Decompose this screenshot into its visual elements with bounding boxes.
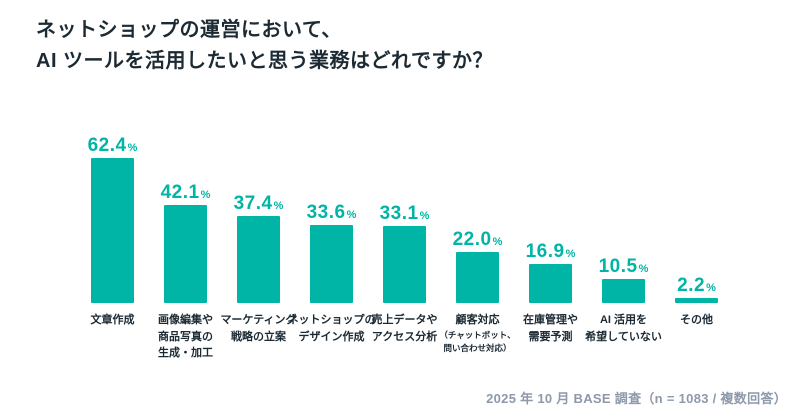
bar-value-label: 33.6% [307, 203, 357, 222]
bar [90, 158, 134, 303]
percent-sign: % [273, 200, 284, 212]
category-label-line: 希望していない [585, 330, 662, 343]
percent-sign: % [346, 209, 357, 221]
chart-title: ネットショップの運営において、 AI ツールを活用したいと思う業務はどれですか？ [36, 15, 493, 77]
bar-column: 10.5% AI 活用を希望していない [585, 131, 662, 362]
chart-title-line2: AI ツールを活用したいと思う業務はどれですか？ [36, 50, 493, 72]
category-label-line: 売上データや [371, 314, 438, 326]
category-label: 文章作成 [91, 312, 135, 329]
category-label-line: 在庫管理や [523, 314, 578, 326]
bar-column: 33.1% 売上データや アクセス分析 [368, 131, 441, 362]
category-label-line: マーケティング [220, 314, 297, 326]
category-label: 在庫管理や 需要予測 [523, 312, 578, 345]
bar-area: 42.1% [161, 131, 211, 303]
bar-value-label: 16.9% [526, 242, 576, 261]
percent-sign: % [200, 189, 211, 201]
bar [382, 226, 426, 303]
percent-sign: % [492, 236, 503, 248]
category-label-line: 商品写真の [158, 330, 213, 343]
bar [236, 216, 280, 303]
bar-column: 22.0% 顧客対応 （チャットボット、 問い合わせ対応） [439, 131, 515, 362]
bar-value: 33.1 [379, 203, 419, 224]
percent-sign: % [638, 263, 649, 275]
bar-value: 16.9 [525, 241, 565, 262]
bar-value: 22.0 [452, 229, 492, 250]
bar-column: 33.6% ネットショップの デザイン作成 [288, 131, 376, 362]
bar-value-label: 62.4% [88, 136, 138, 155]
percent-sign: % [706, 282, 716, 294]
percent-sign: % [127, 142, 138, 154]
bar-value-label: 33.1% [380, 204, 430, 223]
bar-value-label: 2.2% [677, 276, 716, 295]
bar [455, 252, 499, 303]
category-label-line: 生成・加工 [158, 347, 213, 359]
category-note-line: （チャットボット、 [439, 329, 516, 340]
percent-sign: % [565, 248, 576, 260]
category-label: マーケティング 戦略の立案 [220, 312, 296, 345]
bar-value: 37.4 [233, 193, 273, 214]
bar-value-label: 10.5% [599, 257, 649, 276]
category-label-line: その他 [680, 314, 713, 326]
bar [309, 225, 353, 303]
category-label: その他 [680, 312, 713, 329]
category-label-line: 画像編集や [158, 314, 213, 326]
bar-value: 62.4 [87, 135, 127, 156]
bar-area: 2.2% [675, 131, 718, 303]
chart-title-line1: ネットショップの運営において、 [36, 19, 342, 41]
bar-value-label: 22.0% [453, 230, 503, 249]
bar-area: 62.4% [88, 131, 138, 303]
bar-column: 16.9% 在庫管理や需要予測 [514, 131, 587, 362]
category-label-line: ネットショップの [287, 314, 376, 326]
bar-value-label: 42.1% [161, 183, 211, 202]
bar-area: 33.6% [307, 131, 357, 303]
bar [675, 298, 718, 303]
bar-value: 33.6 [306, 202, 346, 223]
bar-area: 37.4% [234, 131, 284, 303]
bar-chart: 62.4% 文章作成 42.1% 画像編集や商品写真の生成・加工 37.4% マーケティン… [76, 131, 733, 362]
category-label: 売上データや アクセス分析 [372, 312, 438, 345]
bar-column: 37.4% マーケティング 戦略の立案 [220, 131, 296, 362]
category-label: ネットショップの デザイン作成 [288, 312, 376, 345]
category-label-line: 文章作成 [90, 314, 135, 326]
bar [601, 279, 645, 303]
source-note: 2025 年 10 月 BASE 調査（n = 1083 / 複数回答） [486, 391, 787, 406]
bar-area: 10.5% [599, 131, 649, 303]
category-label-line: AI 活用を [599, 314, 648, 326]
category-label-line: アクセス分析 [371, 330, 438, 343]
bar-value-label: 37.4% [234, 194, 284, 213]
bar-area: 22.0% [453, 131, 503, 303]
category-label-line: 需要予測 [528, 330, 573, 343]
category-label-line: デザイン作成 [298, 330, 365, 343]
category-label: 顧客対応 （チャットボット、 問い合わせ対応） [439, 312, 515, 355]
bar-area: 16.9% [526, 131, 576, 303]
category-note-line: 問い合わせ対応） [443, 342, 512, 353]
bar-value: 42.1 [160, 182, 200, 203]
category-label: AI 活用を希望していない [585, 312, 662, 345]
category-label: 画像編集や商品写真の生成・加工 [158, 312, 213, 362]
bar-value: 2.2 [677, 275, 706, 296]
bar-column: 62.4% 文章作成 [76, 131, 149, 362]
category-label-line: 戦略の立案 [231, 330, 286, 343]
category-label-line: 顧客対応 [455, 314, 500, 326]
bar-column: 2.2% その他 [660, 131, 733, 362]
bar-area: 33.1% [380, 131, 430, 303]
percent-sign: % [419, 210, 430, 222]
bar [528, 264, 572, 303]
bar [163, 205, 207, 303]
bar-column: 42.1% 画像編集や商品写真の生成・加工 [149, 131, 222, 362]
bar-value: 10.5 [598, 256, 638, 277]
